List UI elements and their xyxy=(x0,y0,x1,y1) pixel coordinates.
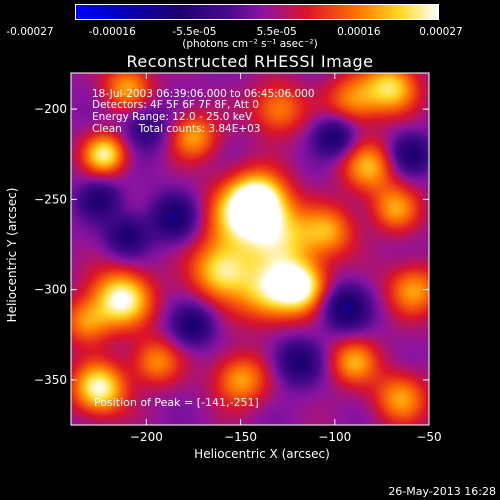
x-axis: −200 −150 −100 −50 xyxy=(130,73,442,444)
chart-title: Reconstructed RHESSI Image xyxy=(126,52,374,71)
annotation-time-range: 18-Jul-2003 06:39:06.000 to 06:45:06.000 xyxy=(92,88,315,100)
x-tick-label: −50 xyxy=(416,430,441,444)
annotation-detectors: Detectors: 4F 5F 6F 7F 8F, Att 0 xyxy=(92,99,259,111)
peak-position-label: Position of Peak = [-141,-251] xyxy=(94,396,259,409)
plot-frame xyxy=(70,72,430,426)
colorbar-tick-label: -0.00027 xyxy=(6,26,54,38)
x-tick-label: −200 xyxy=(130,430,163,444)
colorbar-tick-label: -5.5e-05 xyxy=(172,26,217,38)
colorbar-tick-label: -0.00016 xyxy=(88,26,136,38)
annotation-method-counts: Clean Total counts: 3.84E+03 xyxy=(92,123,261,135)
x-axis-label: Heliocentric X (arcsec) xyxy=(194,447,330,461)
colorbar-units: (photons cm⁻² s⁻¹ asec⁻²) xyxy=(182,38,318,50)
colorbar-tick-label: 0.00016 xyxy=(337,26,381,38)
y-axis: −200 −250 −300 −350 xyxy=(34,102,429,387)
annotation-energy-range: Energy Range: 12.0 - 25.0 keV xyxy=(92,111,253,123)
timestamp: 26-May-2013 16:28 xyxy=(388,485,496,498)
x-tick-label: −150 xyxy=(224,430,257,444)
heatmap xyxy=(71,73,429,425)
colorbar xyxy=(75,4,439,20)
y-tick-label: −300 xyxy=(34,283,67,297)
y-tick-label: −350 xyxy=(34,373,67,387)
colorbar-tick-label: 0.00027 xyxy=(419,26,463,38)
x-tick-label: −100 xyxy=(318,430,351,444)
colorbar-tick-label: 5.5e-05 xyxy=(256,26,297,38)
y-tick-label: −250 xyxy=(34,192,67,206)
y-axis-label: Heliocentric Y (arcsec) xyxy=(5,188,19,323)
y-tick-label: −200 xyxy=(34,102,67,116)
